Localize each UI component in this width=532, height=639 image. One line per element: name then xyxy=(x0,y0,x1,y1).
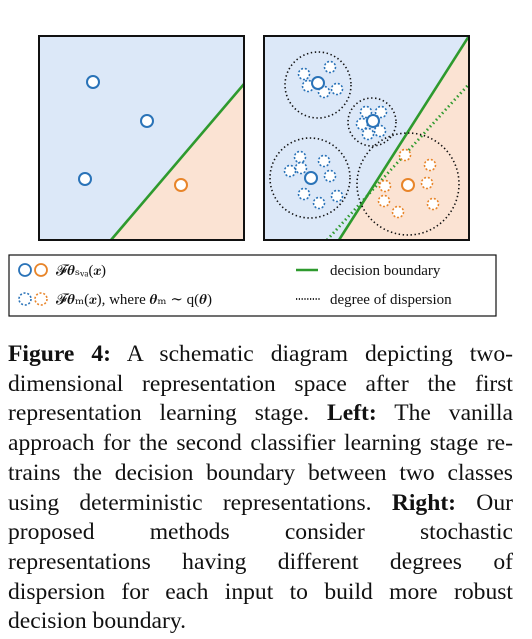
right-panel xyxy=(263,35,470,241)
dispersion-circle xyxy=(269,137,351,219)
figure-diagram: 𝓕𝜽ₛᵥₐ(𝒙) 𝓕𝜽ₘ(𝒙), where 𝜽ₘ ∼ q(𝜽) decisio… xyxy=(8,35,497,317)
legend-deterministic-icon xyxy=(18,263,48,277)
legend-boundary-label: decision boundary xyxy=(330,263,441,279)
figure-caption: Figure 4: A schematic diagram depicting … xyxy=(8,340,513,637)
legend: 𝓕𝜽ₛᵥₐ(𝒙) 𝓕𝜽ₘ(𝒙), where 𝜽ₘ ∼ q(𝜽) decisio… xyxy=(8,254,497,317)
blue-point xyxy=(140,114,154,128)
dispersion-circle xyxy=(347,97,397,147)
orange-point xyxy=(174,178,188,192)
caption-right-text: Our proposed methods consider stochastic… xyxy=(8,489,514,635)
blue-point xyxy=(86,75,100,89)
stochastic-blue-samples xyxy=(283,60,388,210)
left-panel xyxy=(38,35,245,241)
dispersion-circle xyxy=(284,51,352,119)
decision-boundary-line xyxy=(110,83,244,240)
blue-point xyxy=(311,76,325,90)
legend-frame xyxy=(8,254,497,317)
dispersion-boundary-line xyxy=(325,83,469,240)
dispersion-circle xyxy=(356,132,460,236)
legend-stochastic-icon xyxy=(18,292,48,306)
legend-stochastic-label: 𝓕𝜽ₘ(𝒙), where 𝜽ₘ ∼ q(𝜽) xyxy=(56,292,212,308)
blue-point xyxy=(304,171,318,185)
caption-right-label: Right: xyxy=(391,489,457,516)
stochastic-orange-samples xyxy=(377,148,440,219)
caption-figure-label: Figure 4: xyxy=(8,341,112,367)
orange-point xyxy=(401,178,415,192)
right-panel-frame xyxy=(263,35,470,241)
legend-deterministic-label: 𝓕𝜽ₛᵥₐ(𝒙) xyxy=(56,263,106,279)
blue-point xyxy=(366,114,380,128)
left-panel-frame xyxy=(38,35,245,241)
decision-boundary-line xyxy=(337,36,469,240)
caption-intro: A schematic diagram depicting two-dimens… xyxy=(8,341,513,427)
blue-point xyxy=(78,172,92,186)
caption-left-label: Left: xyxy=(326,400,377,427)
legend-dispersion-label: degree of dispersion xyxy=(330,292,452,308)
caption-left-text: The vanilla approach for the second clas… xyxy=(8,400,513,516)
